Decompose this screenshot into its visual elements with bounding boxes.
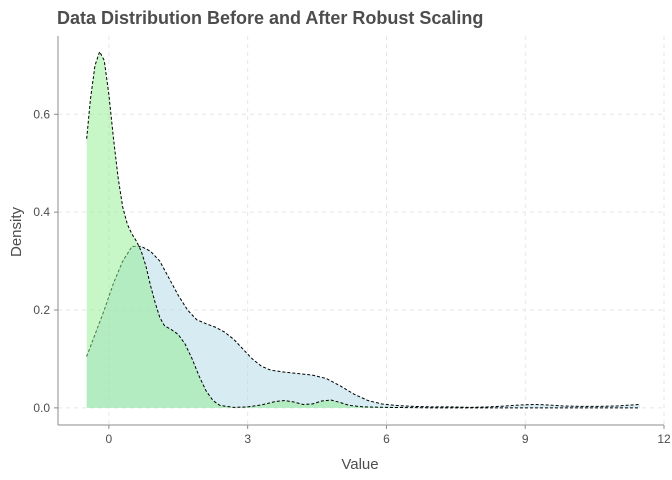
- x-tick-label-2: 6: [383, 432, 390, 446]
- x-axis-label: Value: [341, 456, 378, 473]
- series-layer: [86, 50, 640, 409]
- x-tick-label-0: 0: [106, 432, 113, 446]
- density-outline-1: [86, 50, 640, 409]
- x-tick-label-3: 9: [522, 432, 529, 446]
- y-axis-label: Density: [8, 206, 25, 257]
- y-tick-label-0: 0.0: [33, 401, 50, 415]
- chart-title: Data Distribution Before and After Robus…: [57, 8, 483, 28]
- x-tick-label-1: 3: [244, 432, 251, 446]
- x-tick-label-4: 12: [657, 432, 671, 446]
- density-area-0: [86, 246, 640, 408]
- axis-layer: 0 3 6 9 12 0.0 0.2 0.4 0.6: [33, 36, 671, 446]
- density-outline-0: [86, 245, 640, 408]
- y-tick-label-2: 0.4: [33, 205, 50, 219]
- y-tick-label-1: 0.2: [33, 303, 50, 317]
- y-tick-label-3: 0.6: [33, 107, 50, 121]
- density-area-1: [86, 51, 640, 408]
